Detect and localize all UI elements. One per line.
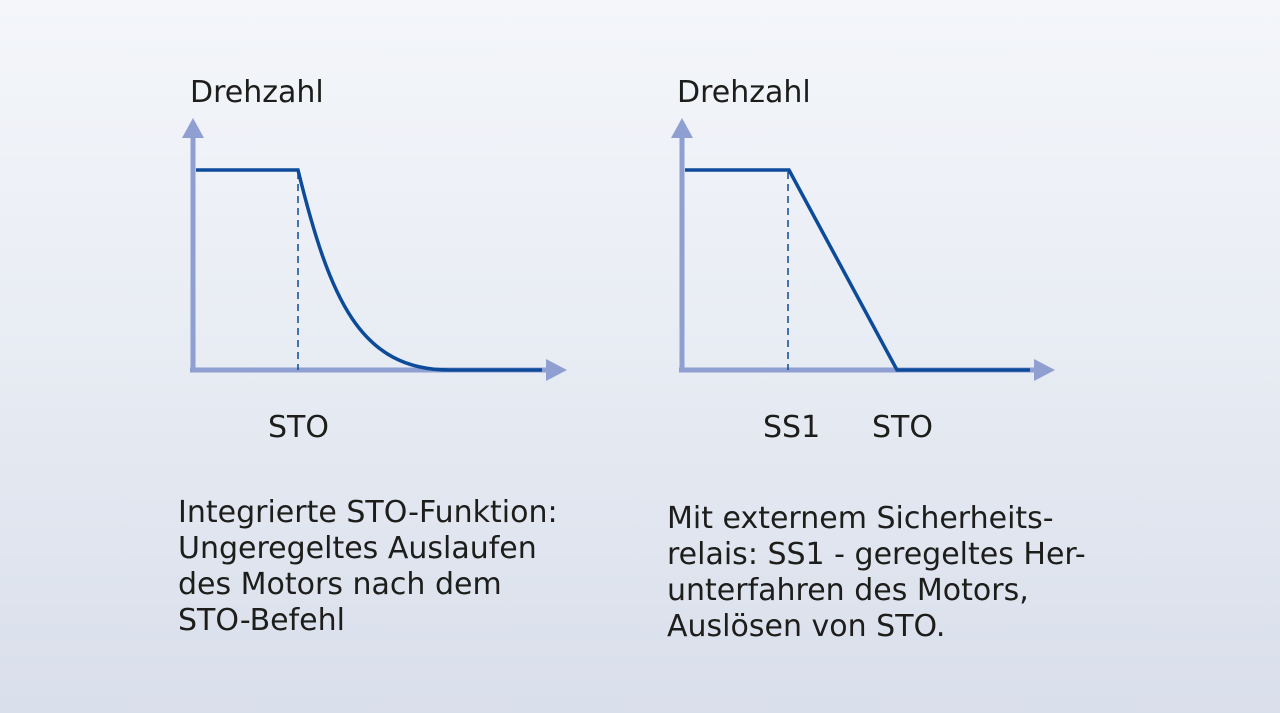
left-y-axis-arrow-icon — [182, 118, 204, 138]
right-caption-line: Mit externem Sicherheits- — [667, 501, 1054, 536]
right-caption-line: unterfahren des Motors, — [667, 573, 1029, 608]
left-caption-line: STO-Befehl — [178, 603, 345, 638]
left-caption-line: Integrierte STO-Funktion: — [178, 495, 558, 530]
left-speed-curve — [196, 168, 542, 372]
right-y-axis-arrow-icon — [671, 118, 693, 138]
right-y-axis-label: Drehzahl — [677, 75, 811, 110]
right-caption-line: Auslösen von STO. — [667, 609, 946, 644]
right-caption: Mit externem Sicherheits- relais: SS1 - … — [667, 501, 1086, 645]
right-sto-label: STO — [872, 410, 933, 445]
right-diagram: Drehzahl SS1 STO — [671, 75, 1055, 445]
right-speed-curve — [685, 168, 1030, 372]
left-caption-line: des Motors nach dem — [178, 567, 502, 602]
right-ss1-label: SS1 — [763, 410, 820, 445]
left-x-axis-arrow-icon — [546, 359, 567, 381]
left-diagram: Drehzahl STO — [182, 75, 567, 445]
left-caption-line: Ungeregeltes Auslaufen — [178, 531, 537, 566]
left-sto-label: STO — [268, 410, 329, 445]
right-caption-line: relais: SS1 - geregeltes Her- — [667, 537, 1086, 572]
left-y-axis-label: Drehzahl — [190, 75, 324, 110]
right-x-axis-arrow-icon — [1034, 359, 1055, 381]
left-caption: Integrierte STO-Funktion: Ungeregeltes A… — [178, 495, 558, 639]
